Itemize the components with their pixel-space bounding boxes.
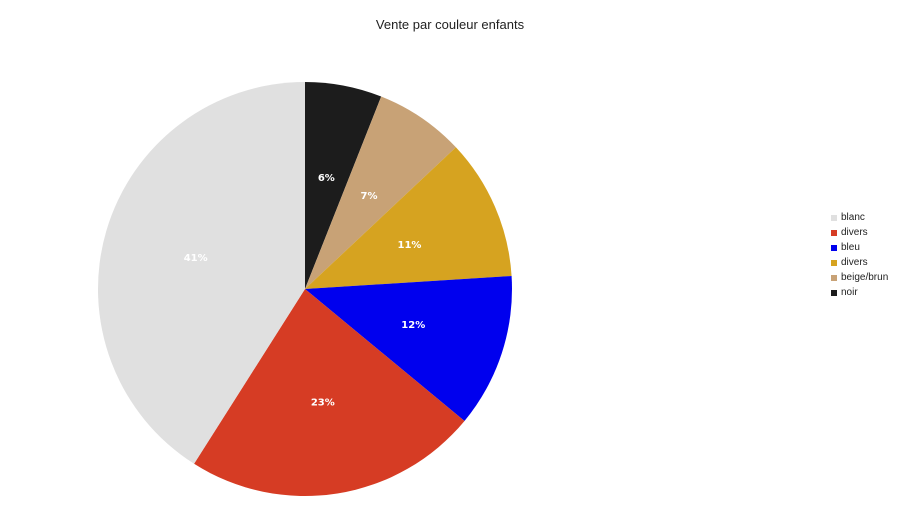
chart-legend: blanc divers bleu divers beige/brun noir [831,210,888,300]
legend-swatch [831,229,837,236]
pie-slice-blanc-5 [98,82,305,464]
legend-swatch [831,289,837,296]
slice-label-0: 6% [318,173,335,184]
pie-slice-beige-brun-1 [305,96,456,289]
slice-label-5: 41% [184,253,208,264]
legend-swatch [831,259,837,266]
legend-swatch [831,244,837,251]
legend-label: divers [841,257,868,268]
slice-label-1: 7% [361,191,378,202]
legend-label: blanc [841,212,865,223]
pie-slice-bleu-3 [305,276,512,421]
legend-item-4: beige/brun [831,270,888,285]
legend-item-2: bleu [831,240,888,255]
pie-slice-divers-2 [305,147,512,289]
legend-label: beige/brun [841,272,889,283]
pie-slice-divers-4 [194,289,465,496]
legend-item-1: divers [831,225,888,240]
legend-item-0: blanc [831,210,888,225]
legend-swatch [831,274,837,281]
legend-label: divers [841,227,868,238]
slice-label-2: 11% [398,240,422,251]
slice-label-3: 12% [401,320,425,331]
pie-slice-noir-0 [305,82,382,289]
chart-title: Vente par couleur enfants [375,17,525,32]
legend-item-5: noir [831,285,888,300]
legend-label: noir [841,287,858,298]
legend-item-3: divers [831,255,888,270]
legend-label: bleu [841,242,860,253]
legend-swatch [831,214,837,221]
slice-label-4: 23% [311,397,335,408]
